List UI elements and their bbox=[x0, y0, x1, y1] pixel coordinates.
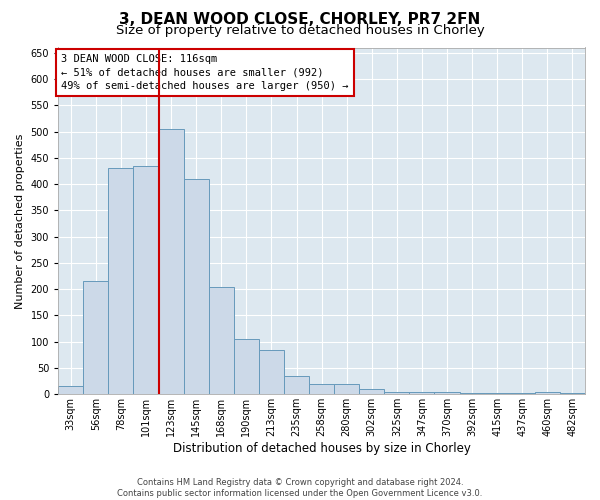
Bar bbox=[334, 384, 359, 394]
Y-axis label: Number of detached properties: Number of detached properties bbox=[15, 133, 25, 308]
X-axis label: Distribution of detached houses by size in Chorley: Distribution of detached houses by size … bbox=[173, 442, 470, 455]
Bar bbox=[560, 393, 585, 394]
Bar bbox=[385, 392, 409, 394]
Bar bbox=[109, 168, 133, 394]
Text: 3, DEAN WOOD CLOSE, CHORLEY, PR7 2FN: 3, DEAN WOOD CLOSE, CHORLEY, PR7 2FN bbox=[119, 12, 481, 28]
Bar bbox=[284, 376, 309, 394]
Bar bbox=[535, 392, 560, 394]
Bar bbox=[259, 350, 284, 395]
Bar bbox=[460, 393, 485, 394]
Bar bbox=[359, 389, 385, 394]
Bar bbox=[58, 386, 83, 394]
Bar bbox=[158, 129, 184, 394]
Bar bbox=[485, 393, 510, 394]
Text: Size of property relative to detached houses in Chorley: Size of property relative to detached ho… bbox=[116, 24, 484, 37]
Bar bbox=[409, 392, 434, 394]
Bar bbox=[309, 384, 334, 394]
Bar bbox=[133, 166, 158, 394]
Bar bbox=[184, 179, 209, 394]
Bar bbox=[234, 339, 259, 394]
Text: Contains HM Land Registry data © Crown copyright and database right 2024.
Contai: Contains HM Land Registry data © Crown c… bbox=[118, 478, 482, 498]
Bar bbox=[83, 282, 109, 395]
Bar bbox=[434, 392, 460, 394]
Bar bbox=[510, 393, 535, 394]
Text: 3 DEAN WOOD CLOSE: 116sqm
← 51% of detached houses are smaller (992)
49% of semi: 3 DEAN WOOD CLOSE: 116sqm ← 51% of detac… bbox=[61, 54, 349, 91]
Bar bbox=[209, 286, 234, 395]
